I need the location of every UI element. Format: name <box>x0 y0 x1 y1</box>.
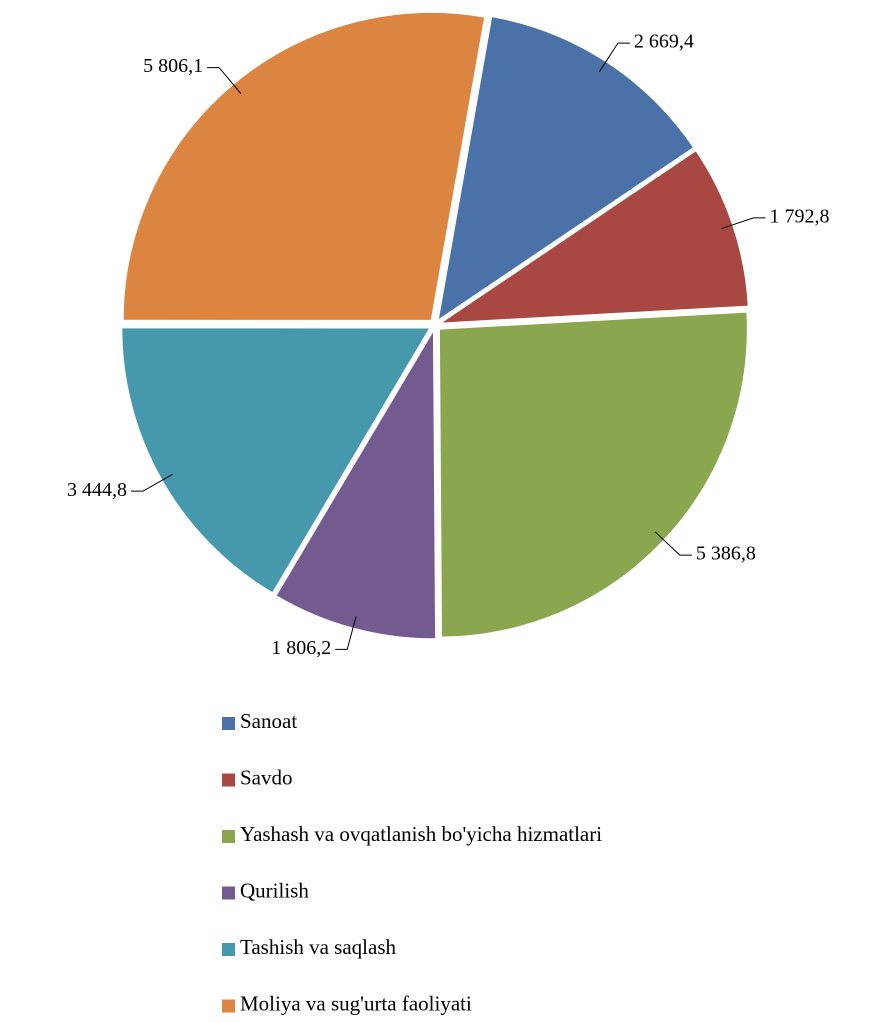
legend-label: Sanoat <box>240 709 297 733</box>
legend-swatch <box>222 943 235 956</box>
legend-label: Savdo <box>240 765 293 789</box>
legend-swatch <box>222 717 235 730</box>
legend-swatch <box>222 830 235 843</box>
legend-label: Qurilish <box>240 878 309 902</box>
data-label: 5 806,1 <box>143 55 203 77</box>
legend-label: Yashash va ovqatlanish bo'yicha hizmatla… <box>240 822 602 846</box>
legend-swatch <box>222 999 235 1013</box>
legend-swatch <box>222 773 235 787</box>
data-label: 3 444,8 <box>67 479 127 501</box>
leader-line <box>721 217 766 230</box>
pie-slice <box>438 311 748 638</box>
legend: Sanoat Savdo Yashash va ovqatlanish bo'yic… <box>222 709 602 1015</box>
data-label: 5 386,8 <box>696 543 756 565</box>
leader-line <box>207 67 242 94</box>
legend-label: Moliya va sug'urta faoliyati <box>240 991 472 1015</box>
leader-line <box>654 531 692 556</box>
leader-line <box>598 42 630 72</box>
legend-swatch <box>222 886 235 900</box>
data-label: 1 792,8 <box>769 205 829 227</box>
data-label: 2 669,4 <box>634 31 694 53</box>
leader-line <box>130 473 173 492</box>
data-label: 1 806,2 <box>271 637 331 659</box>
leader-line <box>335 616 357 650</box>
legend-label: Tashish va saqlash <box>240 935 397 959</box>
